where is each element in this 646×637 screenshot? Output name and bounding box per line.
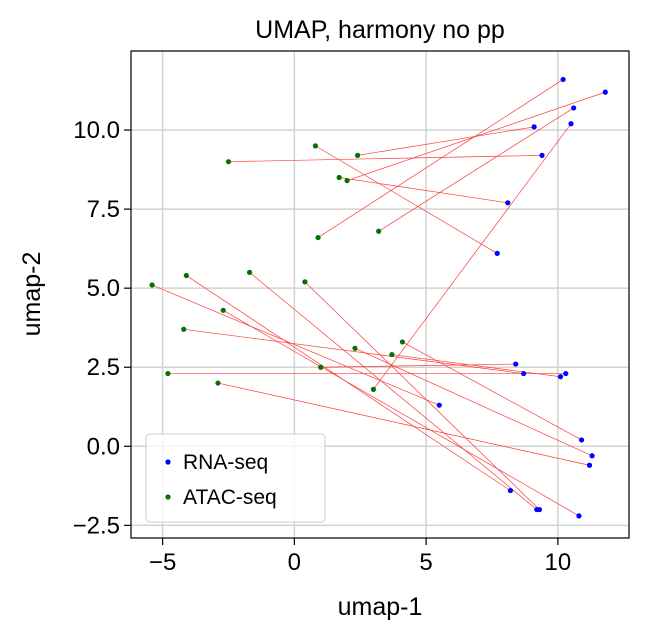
y-tick-label: 5.0 — [87, 275, 120, 302]
x-tick-label: 10 — [545, 549, 572, 576]
pair-link-line — [391, 354, 561, 378]
data-point-rna-seq — [505, 200, 511, 206]
data-point-rna-seq — [563, 370, 569, 377]
data-point-rna-seq — [531, 124, 537, 130]
data-point-rna-seq — [571, 105, 577, 111]
data-point-rna-seq — [557, 374, 564, 380]
data-point-atac-seq — [225, 159, 232, 165]
data-point-atac-seq — [149, 282, 155, 288]
x-axis-label: umap-1 — [338, 593, 423, 621]
data-point-rna-seq — [539, 152, 545, 158]
data-point-atac-seq — [352, 345, 358, 351]
pair-link-line — [346, 91, 606, 181]
link-lines — [151, 79, 606, 517]
axis-ticks: −5 0 5 10 −2.5 0.0 2.5 5.0 7.5 10.0 — [73, 117, 572, 576]
data-point-rna-seq — [602, 89, 608, 95]
pair-link-line — [402, 341, 582, 441]
data-point-atac-seq — [344, 178, 350, 184]
data-point-rna-seq — [578, 437, 585, 443]
data-point-rna-seq — [436, 402, 442, 408]
chart-title: UMAP, harmony no pp — [255, 16, 505, 44]
data-point-atac-seq — [376, 228, 382, 234]
data-point-rna-seq — [513, 361, 519, 367]
data-point-atac-seq — [315, 234, 321, 241]
pair-link-line — [378, 107, 574, 232]
data-point-atac-seq — [399, 339, 405, 345]
y-tick-label: 10.0 — [73, 117, 120, 144]
data-point-atac-seq — [181, 326, 187, 332]
data-point-rna-seq — [560, 76, 566, 83]
x-tick-label: 0 — [288, 549, 301, 576]
data-point-atac-seq — [302, 279, 308, 285]
data-point-rna-seq — [586, 462, 593, 468]
pair-link-line — [315, 145, 498, 254]
y-tick-label: 2.5 — [87, 354, 120, 381]
pair-link-line — [373, 123, 572, 390]
data-point-rna-seq — [576, 513, 582, 519]
y-axis-label: umap-2 — [18, 252, 46, 337]
legend-label-atac-seq: ATAC-seq — [183, 486, 277, 509]
data-point-atac-seq — [312, 143, 319, 149]
pair-link-line — [223, 310, 580, 517]
y-tick-label: −2.5 — [73, 512, 120, 539]
y-tick-label: 0.0 — [87, 433, 120, 460]
data-point-atac-seq — [336, 174, 342, 181]
legend-marker-atac-seq — [165, 494, 171, 500]
data-point-rna-seq — [507, 487, 514, 494]
x-tick-label: −5 — [149, 549, 176, 576]
data-point-rna-seq — [589, 453, 595, 459]
data-point-rna-seq — [568, 121, 574, 127]
data-point-atac-seq — [355, 152, 361, 158]
data-points — [149, 76, 608, 519]
data-point-rna-seq — [536, 506, 543, 513]
plot-area-frame — [130, 50, 630, 539]
legend-marker-rna-seq — [165, 459, 171, 465]
pair-link-line — [304, 281, 540, 510]
data-point-atac-seq — [389, 351, 395, 358]
pair-link-line — [357, 126, 535, 156]
pair-link-line — [183, 328, 524, 374]
legend: RNA-seq ATAC-seq — [145, 433, 326, 523]
data-point-atac-seq — [220, 307, 226, 313]
data-point-atac-seq — [370, 386, 377, 392]
data-point-atac-seq — [318, 364, 324, 370]
legend-box — [145, 433, 326, 523]
pair-link-line — [186, 275, 511, 491]
data-point-atac-seq — [246, 269, 253, 275]
x-tick-label: 5 — [419, 549, 432, 576]
data-point-rna-seq — [494, 250, 500, 256]
pair-link-line — [320, 363, 516, 368]
data-point-rna-seq — [521, 370, 527, 377]
data-point-atac-seq — [183, 272, 189, 279]
y-tick-label: 7.5 — [87, 196, 120, 223]
pair-link-line — [339, 177, 508, 204]
pair-link-line — [249, 272, 538, 510]
legend-label-rna-seq: RNA-seq — [183, 451, 268, 474]
pair-link-line — [217, 382, 590, 466]
pair-link-line — [317, 79, 564, 238]
pair-link-line — [228, 155, 543, 163]
pair-link-line — [151, 284, 440, 406]
data-point-atac-seq — [165, 370, 171, 377]
data-point-atac-seq — [215, 380, 221, 386]
